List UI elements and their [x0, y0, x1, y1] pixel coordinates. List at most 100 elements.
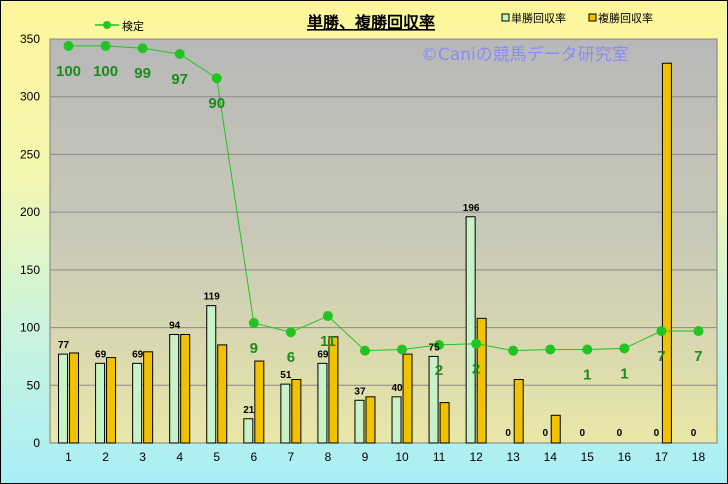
- bar-fukusho: [402, 353, 413, 444]
- legend-marker-swatch: [103, 21, 111, 29]
- y-tick-label: 150: [20, 263, 40, 277]
- x-tick-label: 12: [469, 450, 483, 464]
- kentei-marker: [545, 344, 556, 355]
- kentei-value-label: 2: [472, 361, 480, 378]
- bar-tansho: [391, 396, 402, 444]
- bars: [58, 62, 672, 444]
- bar-value-label: 75: [429, 342, 441, 353]
- kentei-value-label: 99: [134, 65, 151, 82]
- kentei-marker: [508, 345, 519, 356]
- x-tick-label: 18: [692, 450, 706, 464]
- x-tick-label: 13: [507, 450, 521, 464]
- bar-fukusho: [439, 402, 450, 444]
- y-tick-label: 300: [20, 90, 40, 104]
- bar-tansho: [354, 399, 365, 444]
- legend-label-kentei: 検定: [122, 19, 144, 33]
- bar-fukusho: [513, 379, 524, 444]
- bar-fukusho: [217, 344, 228, 444]
- bar-value-label: 51: [280, 370, 292, 381]
- x-tick-label: 8: [325, 450, 332, 464]
- bar-fukusho: [328, 336, 339, 444]
- legend-label-tansho: 単勝回収率: [511, 11, 566, 25]
- legend-swatch-fukusho: [588, 13, 597, 22]
- kentei-value-label: 11: [320, 333, 336, 350]
- x-tick-label: 1: [65, 450, 72, 464]
- kentei-value-label: 1: [620, 365, 628, 382]
- bar-fukusho: [180, 333, 191, 444]
- bar-value-label: 0: [542, 428, 548, 439]
- bar-fukusho: [550, 414, 561, 444]
- watermark-text: ©Caniの競馬データ研究室: [421, 44, 629, 65]
- plot-area: [49, 38, 718, 444]
- bar-tansho: [317, 362, 328, 444]
- x-tick-label: 10: [395, 450, 409, 464]
- bar-value-label: 21: [243, 405, 255, 416]
- bar-tansho: [169, 333, 180, 444]
- kentei-value-label: 100: [93, 63, 118, 80]
- kentei-marker: [619, 343, 630, 354]
- kentei-value-label: 6: [287, 349, 295, 366]
- bar-value-label: 0: [505, 428, 511, 439]
- x-tick-label: 17: [655, 450, 669, 464]
- kentei-value-label: 1: [583, 367, 591, 384]
- bar-value-label: 196: [463, 203, 480, 214]
- y-tick-label: 200: [20, 205, 40, 219]
- kentei-marker: [397, 344, 408, 355]
- kentei-value-label: 100: [56, 63, 81, 80]
- kentei-marker: [359, 345, 370, 356]
- kentei-value-label: 2: [435, 362, 443, 379]
- kentei-marker: [174, 49, 185, 60]
- bar-value-label: 69: [95, 349, 107, 360]
- kentei-marker: [285, 327, 296, 338]
- y-tick-label: 50: [27, 378, 41, 392]
- kentei-marker: [471, 338, 482, 349]
- kentei-value-label: 7: [657, 348, 665, 365]
- bar-fukusho: [365, 396, 376, 444]
- x-tick-label: 7: [288, 450, 295, 464]
- x-tick-label: 15: [581, 450, 595, 464]
- bar-value-label: 119: [204, 292, 221, 303]
- kentei-value-label: 7: [694, 348, 702, 365]
- bar-tansho: [428, 355, 439, 444]
- bar-tansho: [243, 418, 254, 444]
- kentei-marker: [693, 326, 704, 337]
- bar-value-label: 69: [132, 349, 144, 360]
- bar-tansho: [280, 383, 291, 444]
- x-tick-label: 4: [176, 450, 183, 464]
- kentei-line: [63, 40, 704, 356]
- bar-value-label: 40: [391, 383, 403, 394]
- bar-value-label: 69: [317, 349, 329, 360]
- bar-fukusho: [106, 357, 117, 444]
- x-tick-label: 3: [139, 450, 146, 464]
- legend-label-fukusho: 複勝回収率: [598, 11, 653, 25]
- y-tick-label: 0: [33, 436, 40, 450]
- bar-value-label: 94: [169, 320, 181, 331]
- kentei-marker: [582, 344, 593, 355]
- y-tick-label: 100: [20, 321, 40, 335]
- gridlines: [50, 38, 717, 386]
- bar-fukusho: [143, 351, 154, 444]
- kentei-marker: [63, 40, 74, 51]
- legend-kentei: 検定: [95, 19, 144, 33]
- x-tick-label: 5: [213, 450, 220, 464]
- legend-tansho: 単勝回収率: [501, 11, 566, 25]
- y-tick-label: 250: [20, 147, 40, 161]
- x-tick-label: 14: [544, 450, 558, 464]
- bar-fukusho: [254, 360, 265, 444]
- x-tick-label: 9: [362, 450, 369, 464]
- kentei-marker: [100, 40, 111, 51]
- bar-fukusho: [291, 379, 302, 444]
- bar-value-label: 0: [654, 428, 660, 439]
- bar-fukusho: [69, 352, 80, 444]
- legend-fukusho: 複勝回収率: [588, 11, 653, 25]
- bar-tansho: [132, 362, 143, 444]
- bar-tansho: [58, 353, 69, 444]
- kentei-polyline: [68, 45, 699, 352]
- x-axis: 1 2 3 4 5 6 7 8 9 10 11 12 13 14 15 16 17 18: [65, 450, 705, 464]
- bar-value-label: 0: [691, 428, 697, 439]
- kentei-marker: [211, 73, 222, 84]
- kentei-marker: [322, 311, 333, 322]
- bar-value-label: 77: [58, 340, 70, 351]
